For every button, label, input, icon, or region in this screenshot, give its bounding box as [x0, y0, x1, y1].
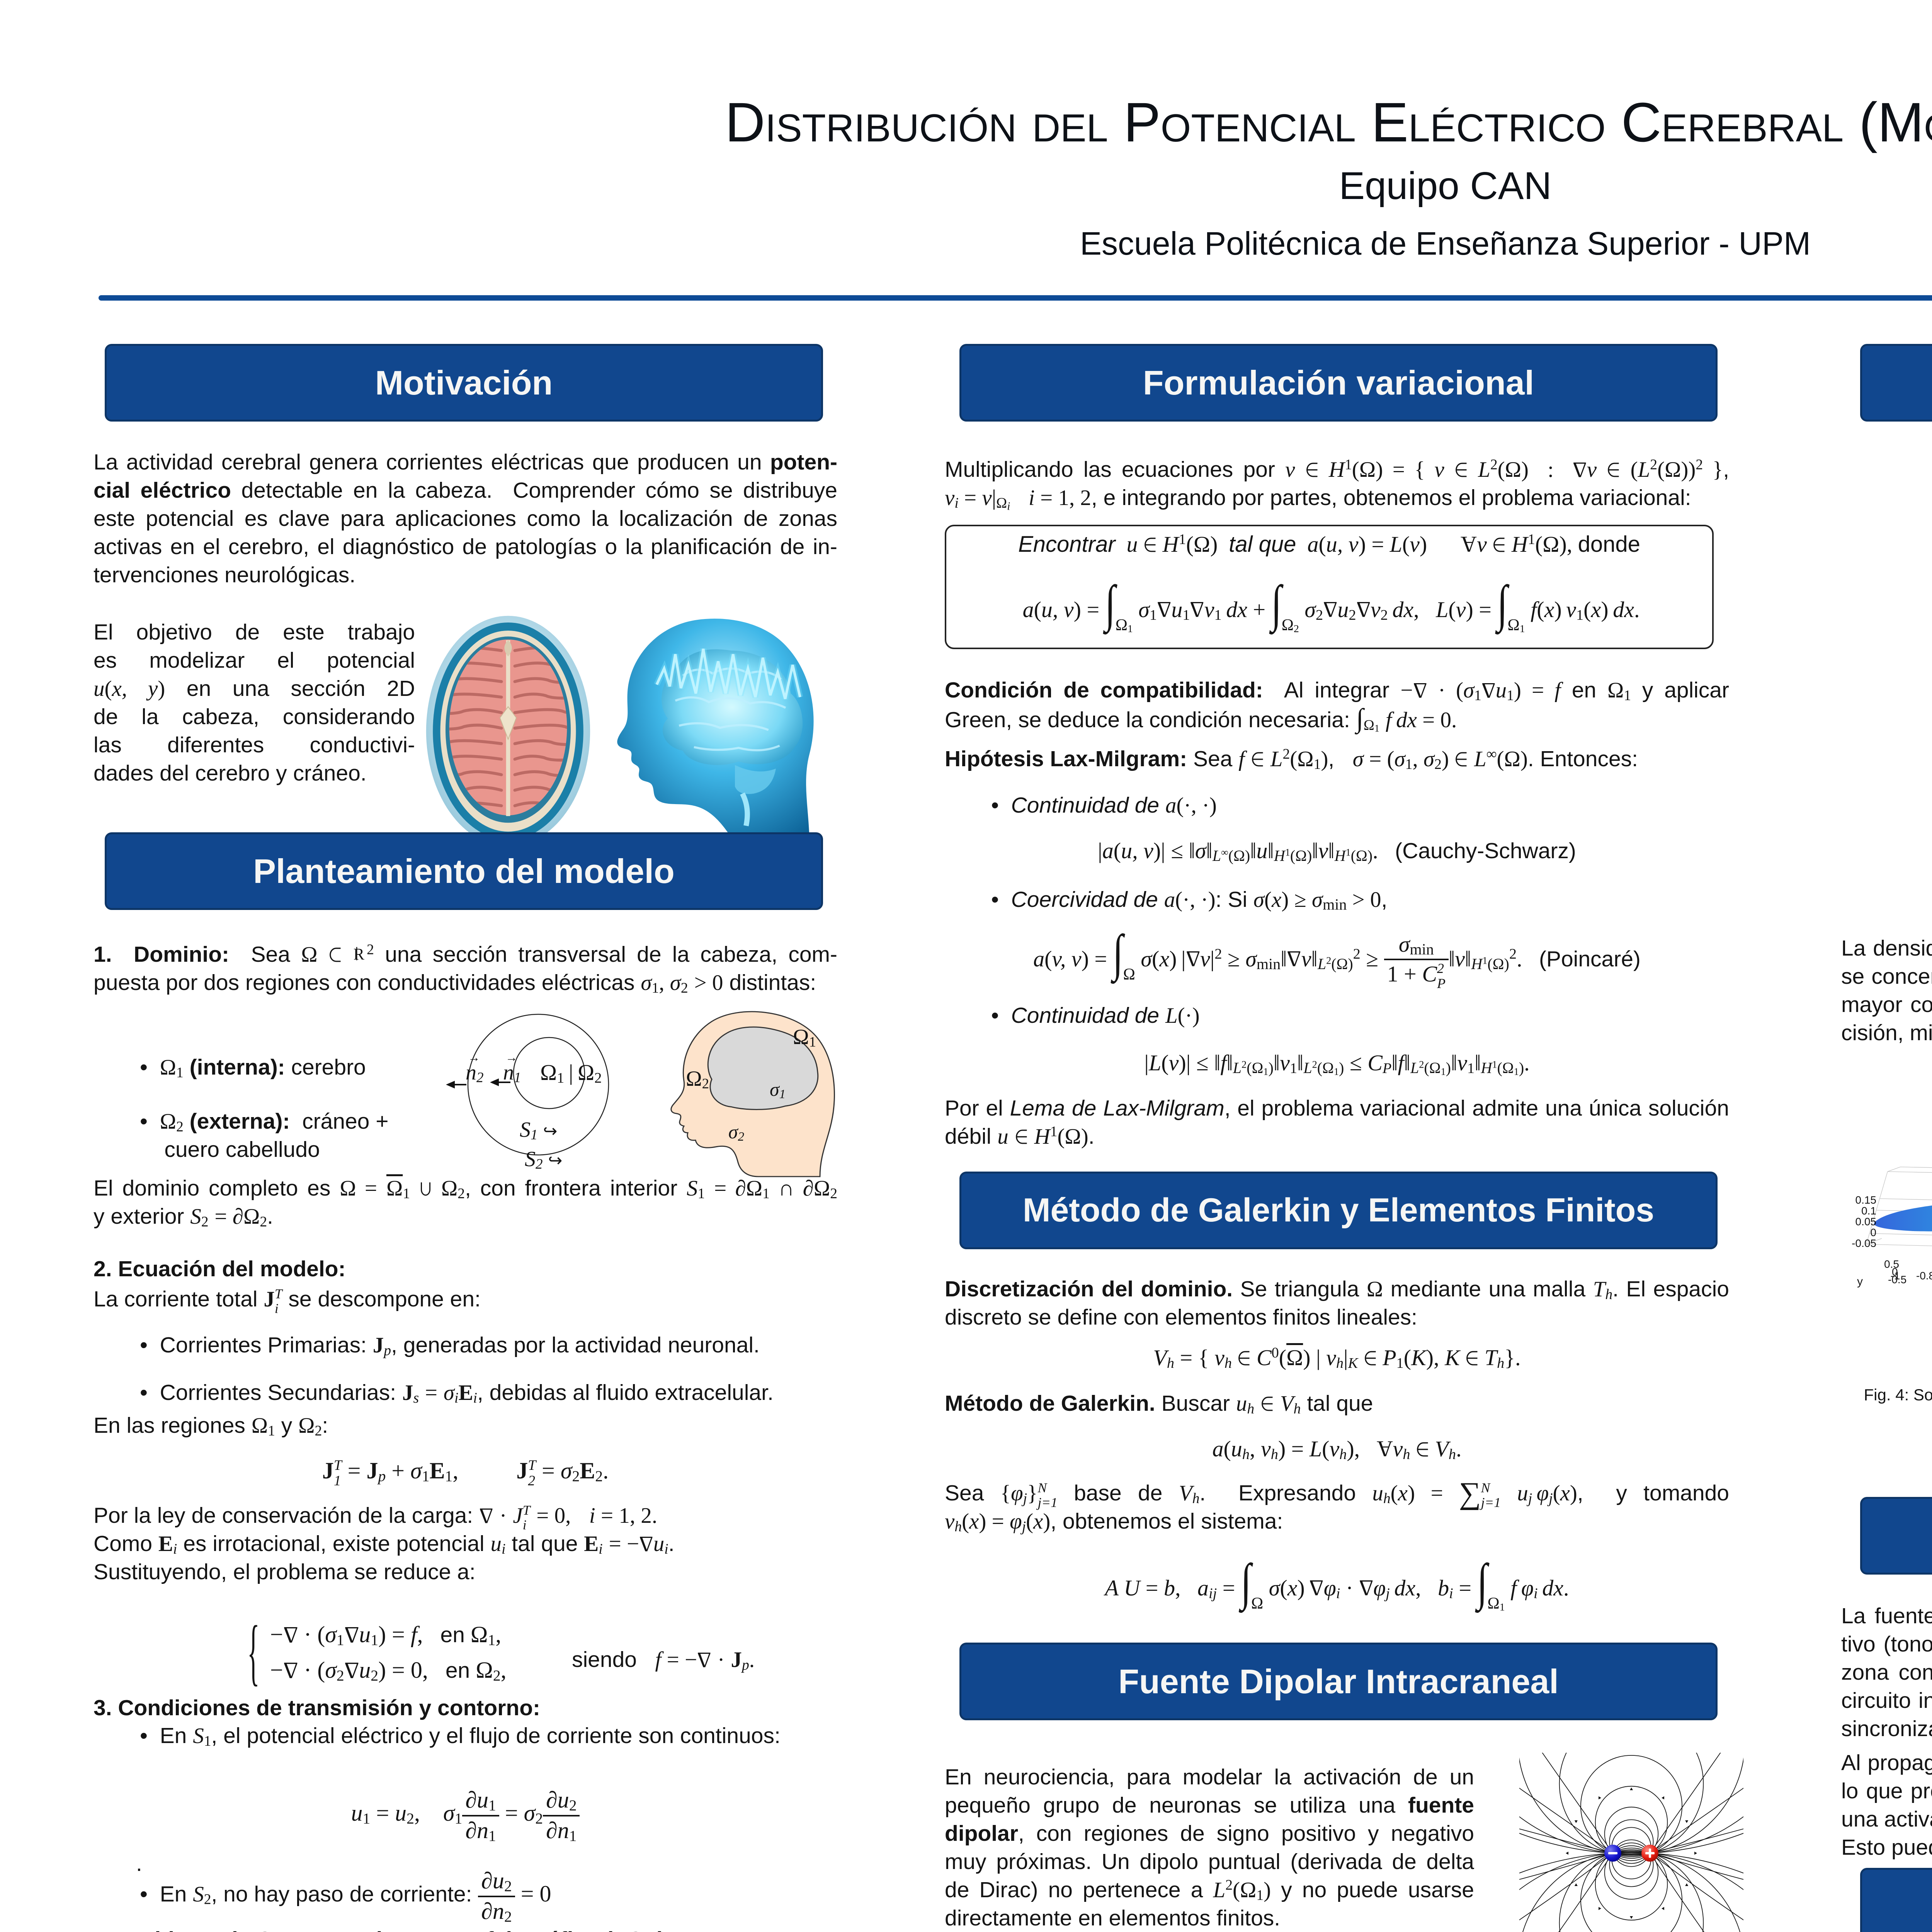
svg-text:R: R — [354, 946, 365, 964]
